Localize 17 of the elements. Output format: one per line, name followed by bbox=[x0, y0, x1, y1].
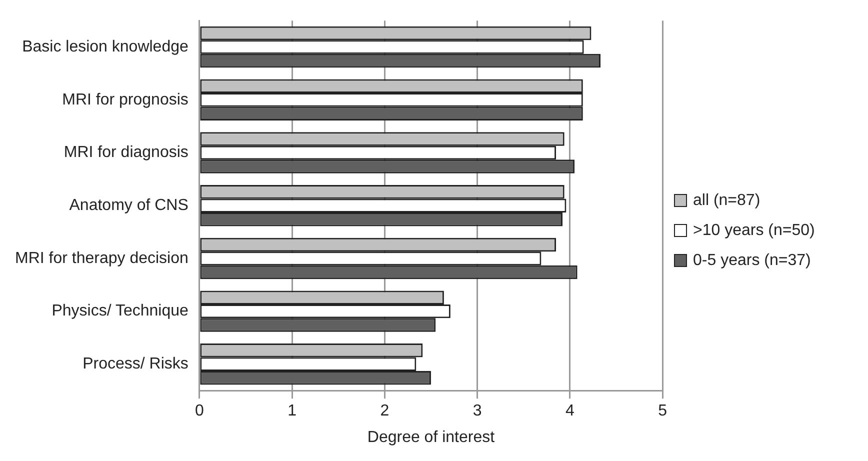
x-axis-title: Degree of interest bbox=[367, 428, 496, 446]
x-tick-label: 4 bbox=[565, 402, 574, 420]
y-tick-label: MRI for therapy decision bbox=[15, 250, 188, 267]
y-tick-label: Anatomy of CNS bbox=[69, 197, 188, 214]
legend-label: all (n=87) bbox=[693, 192, 760, 210]
y-tick-label: Basic lesion knowledge bbox=[22, 38, 188, 56]
x-tick-label: 2 bbox=[380, 402, 390, 420]
text: >10 years (n=50) bbox=[693, 222, 815, 240]
x-tick-label: 1 bbox=[288, 402, 297, 420]
y-tick-label: Process/ Risks bbox=[82, 356, 188, 373]
y-tick-label: Physics/ Technique bbox=[52, 302, 189, 320]
y-tick-label: MRI for prognosis bbox=[62, 91, 188, 108]
legend-label: 0-5 years (n=37) bbox=[693, 252, 811, 270]
y-tick-label: MRI for diagnosis bbox=[64, 144, 188, 162]
x-tick-label: 0 bbox=[194, 402, 204, 420]
x-tick-label: 5 bbox=[658, 402, 668, 420]
x-tick-label: 3 bbox=[472, 402, 482, 420]
